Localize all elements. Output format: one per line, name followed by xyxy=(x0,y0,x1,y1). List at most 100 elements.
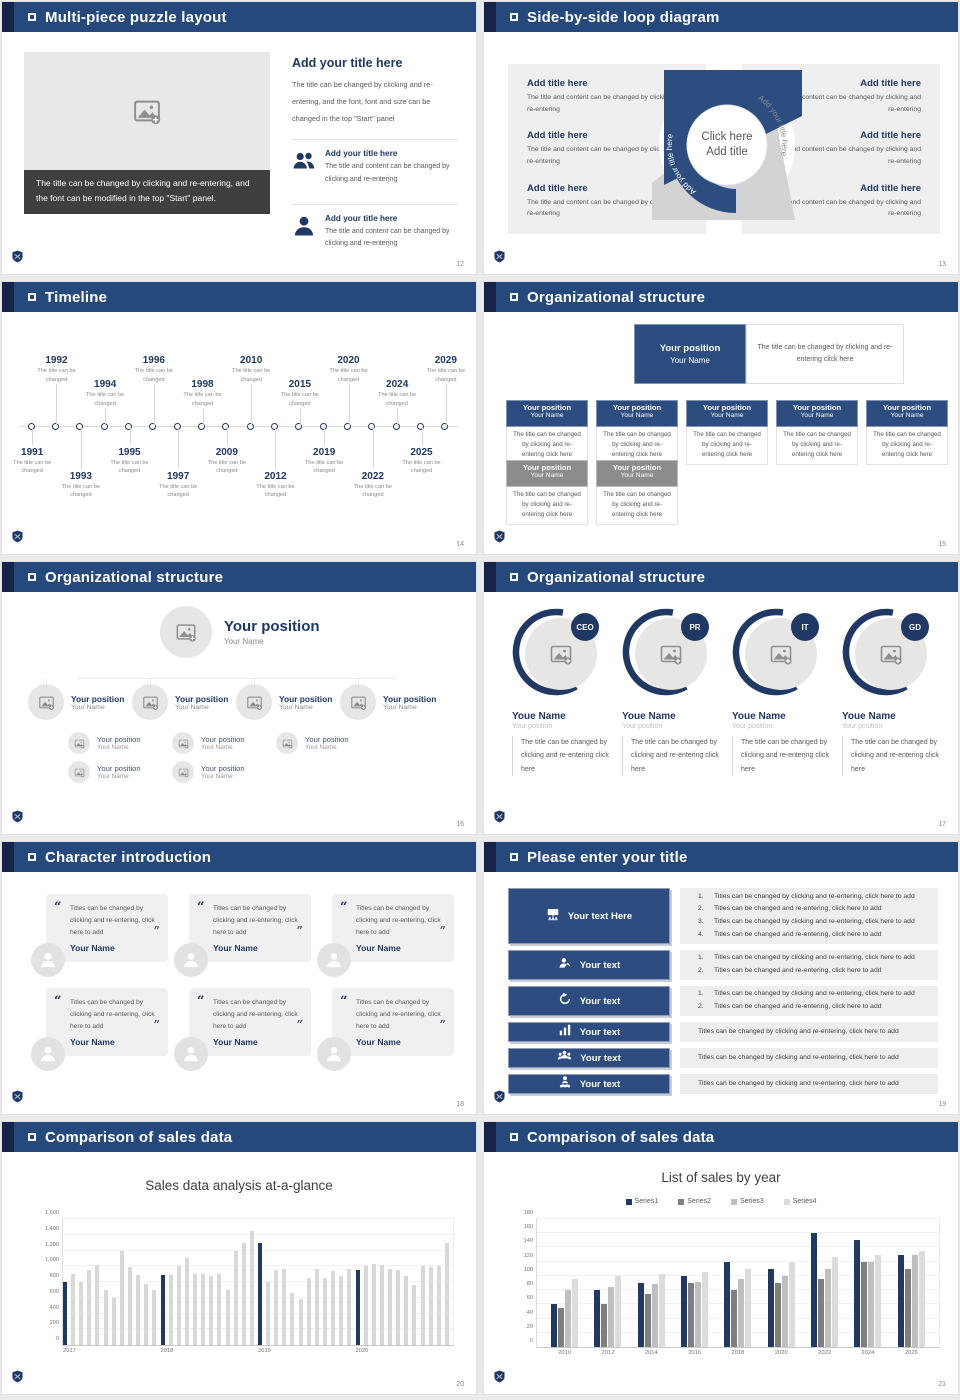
child-position: Your position xyxy=(97,764,141,773)
member-position: Your position xyxy=(842,723,883,730)
bar xyxy=(918,1251,925,1347)
row-content-panel: Titles can be changed by clicking and re… xyxy=(680,1022,938,1042)
org-child: Your position Your Name xyxy=(68,761,141,783)
slide-thumbnail-13[interactable]: Side-by-side loop diagram Add title here… xyxy=(484,2,958,274)
slide-thumbnail-15[interactable]: Organizational structure Your position Yo… xyxy=(484,282,958,554)
slide-thumbnail-18[interactable]: Character introduction “” Titles can be c… xyxy=(2,842,476,1114)
slide-thumbnail-21[interactable]: Comparison of sales data List of sales b… xyxy=(484,1122,958,1394)
timeline-event: 1995 The title can be changed xyxy=(101,447,159,476)
row-label-box: Your text xyxy=(508,950,670,980)
square-bullet-icon xyxy=(28,573,36,581)
timeline-event: 2012 The title can be changed xyxy=(246,471,304,500)
gridline xyxy=(537,1317,939,1319)
card-position: Your position xyxy=(702,403,752,412)
bar xyxy=(63,1282,67,1345)
timeline-marker xyxy=(270,422,278,430)
square-bullet-icon xyxy=(510,13,518,21)
root-note: The title can be changed by clicking and… xyxy=(746,324,904,384)
bar xyxy=(71,1274,76,1345)
gridline xyxy=(537,1246,939,1248)
quote-card: “ ” Titles can be changed by clicking and … xyxy=(31,894,168,977)
slide-title: Organizational structure xyxy=(527,288,706,306)
caption-text: The title and content can be changed by … xyxy=(762,146,921,165)
brand-logo-icon xyxy=(12,250,23,268)
member-text: The title can be changed by clicking and… xyxy=(732,736,836,776)
bar xyxy=(861,1261,868,1347)
bar xyxy=(658,1274,665,1347)
card-text: The title can be changed by clicking and… xyxy=(866,427,948,465)
timeline-marker xyxy=(344,422,351,430)
branch-name: Your Name xyxy=(175,703,209,711)
event-caption: The title can be changed xyxy=(353,484,392,499)
slide-thumbnail-14[interactable]: Timeline 1991 The title can be changed 199… xyxy=(2,282,476,554)
bar xyxy=(436,1266,441,1345)
slide-thumbnail-19[interactable]: Please enter your title Your text Here 1.… xyxy=(484,842,958,1114)
row-content-panel: 1. Titles can be changed by clicking and … xyxy=(680,986,938,1016)
event-caption: The title can be changed xyxy=(207,460,246,475)
quote-text: Titles can be changed by clicking and re… xyxy=(70,905,155,936)
org-connector-stub xyxy=(150,678,151,685)
timeline-stem xyxy=(251,384,253,426)
item-text: Titles can be changed by clicking and re… xyxy=(714,954,915,962)
avatar xyxy=(317,1037,351,1071)
gridline xyxy=(537,1274,939,1276)
item-number: 4. xyxy=(698,930,704,938)
member-position: Your position xyxy=(622,723,663,730)
feature-list: Add your title here The title and content… xyxy=(292,139,458,258)
image-placeholder-icon xyxy=(660,645,682,665)
card-name: Your Name xyxy=(620,472,654,479)
page-number: 19 xyxy=(938,1101,946,1108)
people-icon xyxy=(293,153,315,169)
image-placeholder-icon xyxy=(74,739,84,748)
caption-title: Add title here xyxy=(527,78,588,89)
root-name: Your Name xyxy=(224,637,264,646)
person-icon xyxy=(184,1047,198,1062)
role-badge-label: PR xyxy=(689,623,700,632)
event-caption: The title can be changed xyxy=(183,392,222,407)
avatar xyxy=(174,1037,208,1071)
slide-thumbnail-12[interactable]: Multi-piece puzzle layout The title can … xyxy=(2,2,476,274)
bar xyxy=(781,1275,788,1347)
avatar xyxy=(31,1037,65,1071)
child-name: Your Name xyxy=(305,744,337,751)
open-quote-icon: “ xyxy=(197,900,205,915)
list-item: 2. Titles can be changed and re-entering,… xyxy=(698,903,938,916)
y-tick-label: 1,600 xyxy=(45,1210,59,1216)
bar xyxy=(184,1258,189,1345)
slide-title: Organizational structure xyxy=(527,568,706,586)
bar xyxy=(420,1266,425,1345)
square-bullet-icon xyxy=(28,13,36,21)
person-edit-icon xyxy=(558,956,572,975)
person-icon xyxy=(41,1047,55,1062)
item-number: 1. xyxy=(698,892,704,900)
slide-title: Timeline xyxy=(45,288,108,306)
item-text: Titles can be changed by clicking and re… xyxy=(714,990,915,998)
timeline-event: 1994 The title can be changed xyxy=(76,379,134,408)
bar xyxy=(144,1283,149,1345)
x-tick-label: 2016 xyxy=(688,1350,702,1356)
bar xyxy=(298,1299,303,1345)
square-bullet-icon xyxy=(510,1133,518,1141)
bar xyxy=(651,1284,658,1347)
slide-thumbnail-17[interactable]: Organizational structure CEO Youe Name You… xyxy=(484,562,958,834)
person-name: Your Name xyxy=(70,1036,115,1047)
image-placeholder-icon xyxy=(178,739,188,748)
list-item: 1. Titles can be changed by clicking and … xyxy=(698,891,938,904)
slide-title-bar: Character introduction xyxy=(2,842,476,872)
member-text: The title can be changed by clicking and… xyxy=(512,736,616,776)
timeline-marker xyxy=(222,422,230,430)
slide-thumbnail-16[interactable]: Organizational structure Your position Yo… xyxy=(2,562,476,834)
avatar xyxy=(31,943,65,977)
team-member: IT Youe Name Your position The title can be… xyxy=(732,608,836,776)
open-quote-icon: “ xyxy=(340,994,348,1009)
slide-thumbnail-20[interactable]: Comparison of sales data Sales data anal… xyxy=(2,1122,476,1394)
member-name: Youe Name xyxy=(732,711,786,722)
list-item: Titles can be changed by clicking and re… xyxy=(698,1052,938,1065)
legend-label: Series1 xyxy=(634,1198,659,1205)
event-caption: The title can be changed xyxy=(110,460,149,475)
titled-row: Your text 1. Titles can be changed by clic… xyxy=(508,950,938,980)
row-label-box: Your text xyxy=(508,1022,670,1042)
bar-chart-icon xyxy=(559,1024,571,1035)
card-text: The title can be changed by clicking and… xyxy=(776,427,858,465)
brand-logo-icon xyxy=(12,1090,23,1108)
